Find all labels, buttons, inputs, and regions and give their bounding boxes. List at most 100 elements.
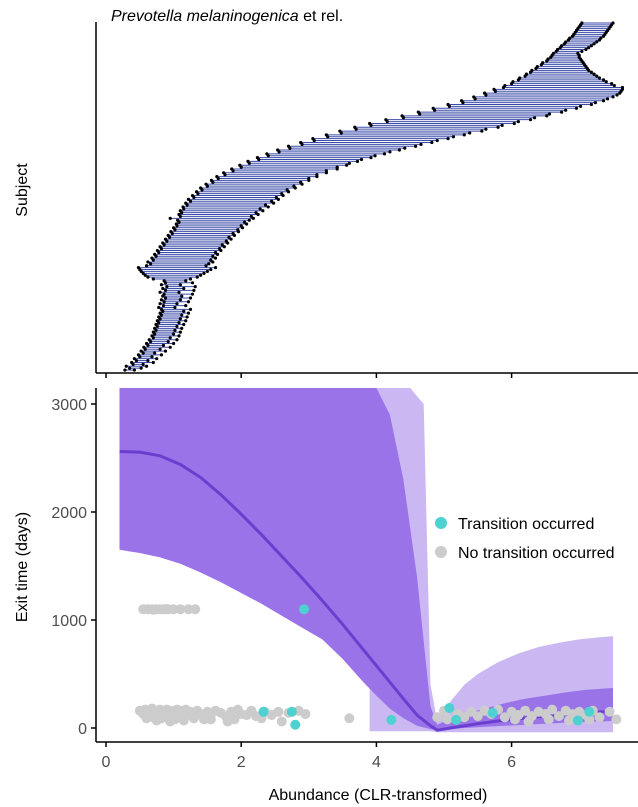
- bottom-panel: 0 1000 2000 3000 0 2 4 6 Exit time (days) Abun…: [14, 388, 638, 804]
- no-transition-point: [611, 714, 622, 725]
- subject-point: [484, 127, 488, 131]
- subject-point: [242, 220, 247, 224]
- subject-point: [254, 211, 258, 215]
- subject-point: [162, 300, 166, 304]
- subject-point: [174, 222, 178, 226]
- subject-point: [184, 319, 188, 323]
- subject-point: [155, 357, 159, 361]
- subject-point: [592, 72, 596, 76]
- subject-point: [151, 330, 155, 334]
- no-transition-point: [442, 714, 453, 725]
- no-transition-point: [499, 712, 510, 723]
- subject-point: [188, 296, 193, 300]
- subject-point: [589, 102, 593, 107]
- subject-point: [246, 159, 250, 164]
- subject-point: [144, 264, 149, 268]
- subject-point: [199, 186, 203, 190]
- legend-transition-label: Transition occurred: [458, 516, 594, 533]
- subject-point: [199, 273, 203, 277]
- subject-point: [315, 173, 319, 177]
- subject-point: [172, 341, 176, 346]
- panel-title: Prevotella melaninogenica et rel.: [111, 8, 343, 25]
- subject-point: [169, 229, 173, 234]
- subject-point: [146, 260, 150, 264]
- y-axis-title-subject: Subject: [14, 163, 31, 217]
- subject-point: [258, 207, 262, 211]
- subject-point: [162, 279, 166, 283]
- y-tick-label: 1000: [51, 613, 87, 630]
- transition-point: [487, 707, 498, 718]
- subject-point: [345, 163, 349, 167]
- subject-point: [400, 114, 404, 118]
- subject-point: [430, 140, 434, 145]
- subject-point: [159, 298, 164, 302]
- subject-point: [134, 358, 139, 363]
- subject-point: [560, 110, 564, 114]
- subject-point: [369, 156, 373, 160]
- subject-point: [541, 61, 545, 65]
- no-transition-point: [175, 604, 186, 615]
- subject-point: [175, 324, 179, 329]
- subject-point: [180, 313, 184, 317]
- subject-point: [159, 353, 164, 357]
- y-tick-label: 2000: [51, 505, 87, 522]
- no-transition-point: [188, 713, 199, 724]
- subject-point: [503, 83, 507, 88]
- subject-point: [580, 49, 584, 53]
- subject-point: [130, 360, 134, 365]
- transition-point: [299, 604, 310, 615]
- subject-point: [141, 362, 145, 366]
- subject-point: [512, 121, 516, 126]
- subject-point: [518, 76, 522, 80]
- subject-point: [496, 125, 500, 129]
- no-transition-point: [276, 716, 287, 727]
- subject-point: [263, 203, 268, 207]
- legend-no-transition-dot: [435, 546, 447, 558]
- subject-point: [568, 36, 572, 40]
- subject-point: [587, 46, 591, 50]
- subject-point: [141, 271, 145, 275]
- subject-point: [184, 201, 188, 205]
- subject-point: [280, 192, 284, 196]
- subject-point: [599, 36, 603, 40]
- subject-point: [180, 294, 184, 298]
- subject-point: [595, 74, 599, 78]
- subject-point: [192, 288, 196, 292]
- transition-point: [572, 715, 583, 726]
- subject-point: [168, 216, 172, 220]
- subject-point: [560, 44, 564, 48]
- subject-point: [153, 351, 157, 355]
- subject-point: [307, 176, 311, 181]
- subject-point: [188, 277, 193, 281]
- subject-point: [207, 262, 211, 266]
- subject-point: [132, 368, 136, 372]
- subject-point: [182, 286, 186, 291]
- subject-point: [265, 152, 269, 156]
- transition-point: [286, 706, 297, 717]
- subject-point: [238, 163, 242, 167]
- subject-point: [299, 180, 303, 184]
- subject-point: [161, 286, 165, 291]
- subject-point: [146, 358, 150, 363]
- subject-point: [166, 340, 170, 344]
- subject-point: [186, 311, 191, 315]
- subject-point: [215, 252, 220, 256]
- subject-point: [158, 245, 162, 249]
- subject-point: [186, 197, 191, 201]
- no-transition-point: [344, 713, 355, 724]
- title-suffix: et rel.: [299, 8, 343, 25]
- subject-point: [451, 135, 456, 139]
- subject-point: [165, 284, 169, 289]
- subject-point: [597, 76, 602, 80]
- subject-point: [209, 178, 214, 182]
- subject-point: [180, 326, 184, 330]
- subject-point: [595, 40, 599, 44]
- subject-point: [178, 209, 182, 213]
- subject-point: [144, 364, 149, 368]
- no-transition-point: [564, 715, 575, 726]
- no-transition-point: [547, 704, 558, 715]
- subject-point: [163, 349, 168, 353]
- subject-point: [530, 68, 534, 72]
- subject-point: [147, 338, 151, 342]
- subject-point: [286, 144, 291, 148]
